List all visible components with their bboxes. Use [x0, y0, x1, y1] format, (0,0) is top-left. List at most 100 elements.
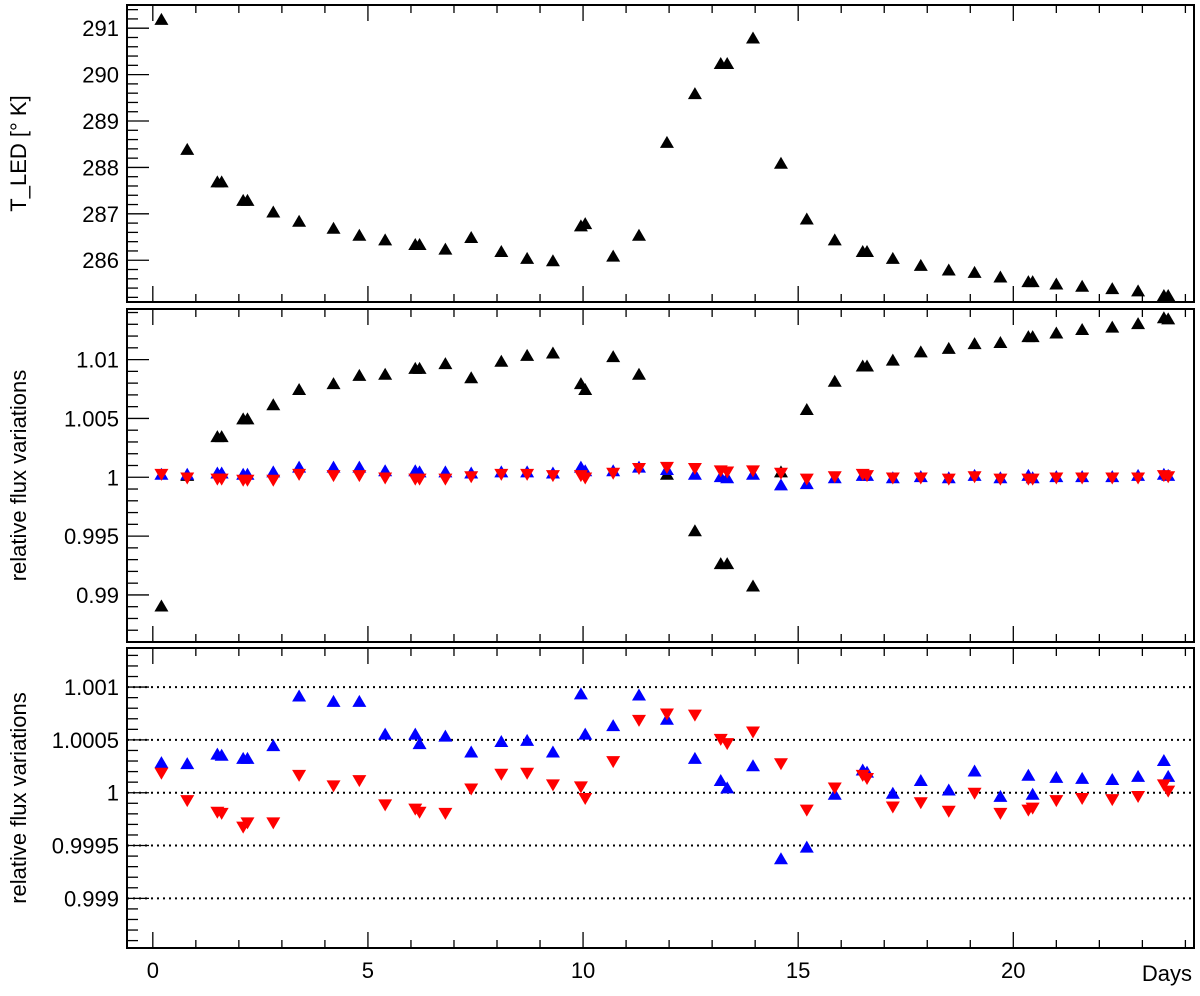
- data-point: [1075, 771, 1090, 784]
- data-point: [326, 470, 341, 483]
- data-point: [606, 249, 621, 262]
- data-point: [326, 221, 341, 234]
- data-point: [520, 468, 535, 481]
- data-point: [773, 478, 788, 491]
- data-point: [993, 270, 1008, 283]
- data-point: [1075, 323, 1090, 336]
- y-tick-label: 289: [82, 109, 119, 134]
- data-point: [993, 789, 1008, 802]
- data-point: [799, 403, 814, 416]
- series-1: [154, 708, 1176, 834]
- data-point: [464, 471, 479, 484]
- data-point: [746, 726, 761, 739]
- data-point: [1161, 471, 1176, 484]
- data-point: [631, 463, 646, 476]
- y-tick-label: 1.01: [76, 348, 119, 373]
- data-point: [154, 767, 169, 780]
- series-0: [154, 12, 1176, 302]
- data-point: [773, 467, 788, 480]
- y-tick-label: 286: [82, 248, 119, 273]
- data-point: [606, 350, 621, 363]
- data-point: [412, 806, 427, 819]
- y-tick-label: 1.005: [64, 406, 119, 431]
- y-tick-label: 0.999: [64, 886, 119, 911]
- data-point: [154, 12, 169, 25]
- data-point: [967, 787, 982, 800]
- data-point: [799, 212, 814, 225]
- data-point: [967, 265, 982, 278]
- data-point: [1025, 330, 1040, 343]
- data-point: [266, 739, 281, 752]
- data-point: [180, 472, 195, 485]
- data-point: [799, 473, 814, 486]
- data-point: [1131, 472, 1146, 485]
- data-point: [1161, 312, 1176, 325]
- data-point: [713, 774, 728, 787]
- data-point: [746, 579, 761, 592]
- data-point: [464, 371, 479, 384]
- data-point: [967, 337, 982, 350]
- data-point: [292, 468, 307, 481]
- data-point: [913, 345, 928, 358]
- data-point: [214, 430, 229, 443]
- series-2: [154, 461, 1176, 487]
- data-point: [860, 470, 875, 483]
- data-point: [1049, 472, 1064, 485]
- data-point: [378, 233, 393, 246]
- data-point: [913, 258, 928, 271]
- y-axis-label: T_LED [° K]: [6, 95, 31, 211]
- data-point: [799, 840, 814, 853]
- data-point: [1049, 326, 1064, 339]
- data-point: [578, 217, 593, 230]
- data-point: [573, 687, 588, 700]
- data-point: [292, 769, 307, 782]
- data-point: [1131, 769, 1146, 782]
- data-point: [913, 774, 928, 787]
- y-tick-label: 0.995: [64, 524, 119, 549]
- data-point: [412, 737, 427, 750]
- data-point: [240, 474, 255, 487]
- data-point: [494, 468, 509, 481]
- data-point: [214, 473, 229, 486]
- data-point: [1161, 289, 1176, 302]
- data-point: [885, 472, 900, 485]
- data-point: [1105, 282, 1120, 295]
- data-point: [545, 346, 560, 359]
- data-point: [1049, 277, 1064, 290]
- data-point: [885, 786, 900, 799]
- data-point: [1105, 472, 1120, 485]
- data-point: [545, 470, 560, 483]
- data-point: [240, 193, 255, 206]
- data-point: [326, 780, 341, 793]
- data-point: [438, 357, 453, 370]
- data-point: [1025, 275, 1040, 288]
- data-point: [885, 251, 900, 264]
- y-tick-label: 0.99: [76, 583, 119, 608]
- y-axis-label: relative flux variations: [6, 692, 31, 904]
- data-point: [1075, 279, 1090, 292]
- data-point: [520, 251, 535, 264]
- data-point: [578, 793, 593, 806]
- data-point: [941, 783, 956, 796]
- y-tick-label: 290: [82, 63, 119, 88]
- data-point: [1105, 794, 1120, 807]
- data-point: [1161, 769, 1176, 782]
- data-point: [520, 348, 535, 361]
- data-point: [412, 237, 427, 250]
- data-point: [746, 759, 761, 772]
- data-point: [240, 817, 255, 830]
- data-point: [913, 472, 928, 485]
- data-point: [659, 461, 674, 474]
- data-point: [573, 781, 588, 794]
- data-point: [1105, 772, 1120, 785]
- data-point: [326, 377, 341, 390]
- data-point: [266, 817, 281, 830]
- series-0: [154, 311, 1176, 612]
- x-tick-label: 20: [1001, 958, 1025, 983]
- data-point: [578, 727, 593, 740]
- data-point: [214, 748, 229, 761]
- data-point: [827, 471, 842, 484]
- data-point: [520, 767, 535, 780]
- data-point: [545, 254, 560, 267]
- panel-flux-wide: 0.99 0.995 1 1.005 1.01 relative flux variati…: [6, 308, 1195, 643]
